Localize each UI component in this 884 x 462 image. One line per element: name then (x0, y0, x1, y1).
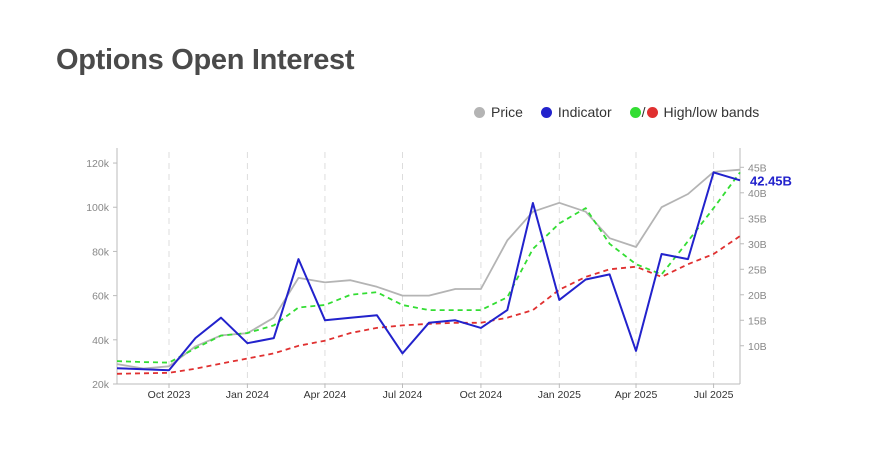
y-left-tick-label: 80k (92, 246, 110, 258)
y-right-tick-label: 35B (748, 213, 767, 225)
y-right-tick-label: 25B (748, 264, 767, 276)
legend-slash: / (641, 104, 646, 120)
low-band-line (116, 235, 741, 375)
y-left-tick-label: 100k (86, 202, 110, 214)
x-tick-label: Jan 2025 (538, 389, 581, 401)
last-value-label: 42.45B (750, 173, 792, 188)
x-tick-label: Oct 2024 (460, 389, 503, 401)
x-tick-label: Apr 2025 (615, 389, 658, 401)
high-band-line (116, 171, 741, 364)
low-band-dot-icon (646, 106, 658, 118)
x-tick-label: Apr 2024 (304, 389, 347, 401)
price-dot-icon (474, 106, 485, 118)
y-right-tick-label: 40B (748, 188, 767, 200)
y-right-tick-label: 10B (748, 341, 767, 353)
x-tick-label: Oct 2023 (148, 389, 191, 401)
x-tick-label: Jul 2025 (694, 389, 734, 401)
legend-price-label: Price (491, 104, 523, 120)
y-right-tick-label: 30B (748, 239, 767, 251)
indicator-line (116, 171, 741, 372)
x-tick-label: Jan 2024 (226, 389, 269, 401)
legend-item-bands[interactable]: / High/low bands (629, 104, 760, 120)
y-left-tick-label: 20k (92, 379, 110, 391)
legend-item-indicator[interactable]: Indicator (540, 104, 612, 120)
chart-legend: Price Indicator / High/low bands (474, 104, 777, 120)
y-left-tick-label: 120k (86, 158, 110, 170)
y-left-tick-label: 60k (92, 291, 110, 303)
y-right-tick-label: 20B (748, 290, 767, 302)
indicator-dot-icon (540, 106, 552, 118)
y-right-tick-label: 45B (748, 162, 767, 174)
legend-item-price[interactable]: Price (474, 104, 523, 120)
x-tick-label: Jul 2024 (383, 389, 423, 401)
legend-indicator-label: Indicator (557, 104, 612, 120)
y-right-tick-label: 15B (748, 315, 767, 327)
chart-title: Options Open Interest (56, 44, 355, 76)
y-left-tick-label: 40k (92, 335, 110, 347)
high-band-dot-icon (629, 106, 641, 118)
legend-bands-label: High/low bands (663, 104, 760, 120)
